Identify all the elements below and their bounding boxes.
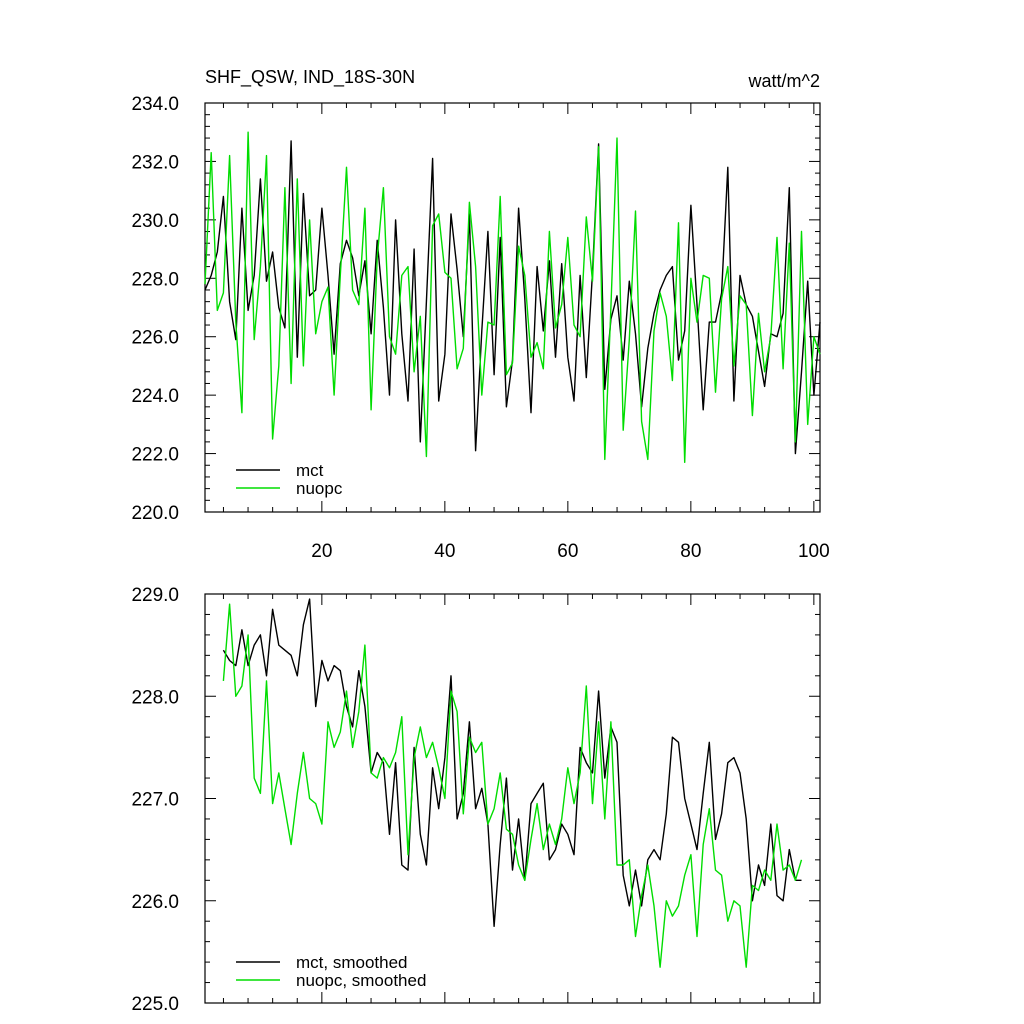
units-label: watt/m^2: [748, 71, 820, 91]
y-tick-label: 232.0: [131, 152, 179, 173]
y-tick-label: 230.0: [131, 211, 179, 232]
legend-label: nuopc: [296, 479, 343, 498]
y-tick-label: 227.0: [131, 790, 179, 811]
top-panel: 220.0 222.0 224.0 226.0 228.0 230.0 232.0 234.0…: [131, 94, 829, 562]
series-line-nuopc-smoothed: [222, 603, 803, 968]
y-tick-label: 229.0: [131, 585, 179, 606]
x-tick-label: 60: [557, 541, 578, 562]
y-tick-label: 224.0: [131, 386, 179, 407]
y-tick-label: 225.0: [131, 994, 179, 1015]
y-tick-label: 226.0: [131, 892, 179, 913]
bottom-panel: 225.0 226.0 227.0 228.0 229.0 mct, smoothednu…: [131, 585, 821, 1015]
x-tick-label: 80: [680, 541, 701, 562]
legend-label: nuopc, smoothed: [296, 971, 426, 990]
y-tick-label: 228.0: [131, 269, 179, 290]
legend-label: mct: [296, 461, 324, 480]
y-tick-label: 222.0: [131, 445, 179, 466]
x-tick-label: 40: [434, 541, 455, 562]
series-line-nuopc: [204, 131, 821, 463]
series-line-mct-smoothed: [222, 598, 802, 927]
x-tick-label: 100: [798, 541, 830, 562]
y-tick-label: 228.0: [131, 687, 179, 708]
legend-label: mct, smoothed: [296, 953, 408, 972]
chart-title: SHF_QSW, IND_18S-30N: [205, 67, 415, 88]
x-tick-label: 20: [311, 541, 332, 562]
plot-frame: [204, 102, 821, 513]
y-tick-label: 234.0: [131, 94, 179, 115]
y-tick-label: 220.0: [131, 503, 179, 524]
y-tick-label: 226.0: [131, 328, 179, 349]
